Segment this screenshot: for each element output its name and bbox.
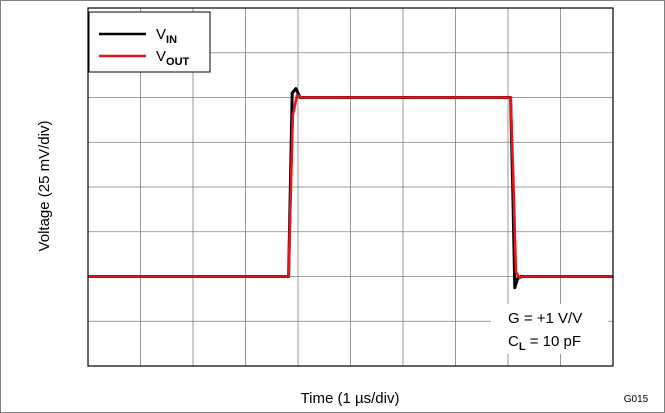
traces (88, 87, 613, 290)
annotation-box: G = +1 V/V CL = 10 pF (491, 304, 608, 354)
legend-label-vout: VOUT (156, 48, 190, 68)
legend: VIN VOUT (88, 11, 211, 73)
annotation-load-capacitance: CL = 10 pF (508, 333, 581, 353)
figure-code: G015 (624, 394, 649, 405)
x-axis-label: Time (1 µs/div) (301, 390, 400, 407)
y-axis-label: Voltage (25 mV/div) (36, 121, 53, 252)
legend-label-vin: VIN (156, 26, 177, 46)
annotation-background (491, 304, 608, 354)
series-line-vout (88, 94, 613, 280)
legend-box (88, 11, 211, 73)
annotation-gain: G = +1 V/V (508, 310, 582, 327)
plot-border (87, 7, 614, 367)
